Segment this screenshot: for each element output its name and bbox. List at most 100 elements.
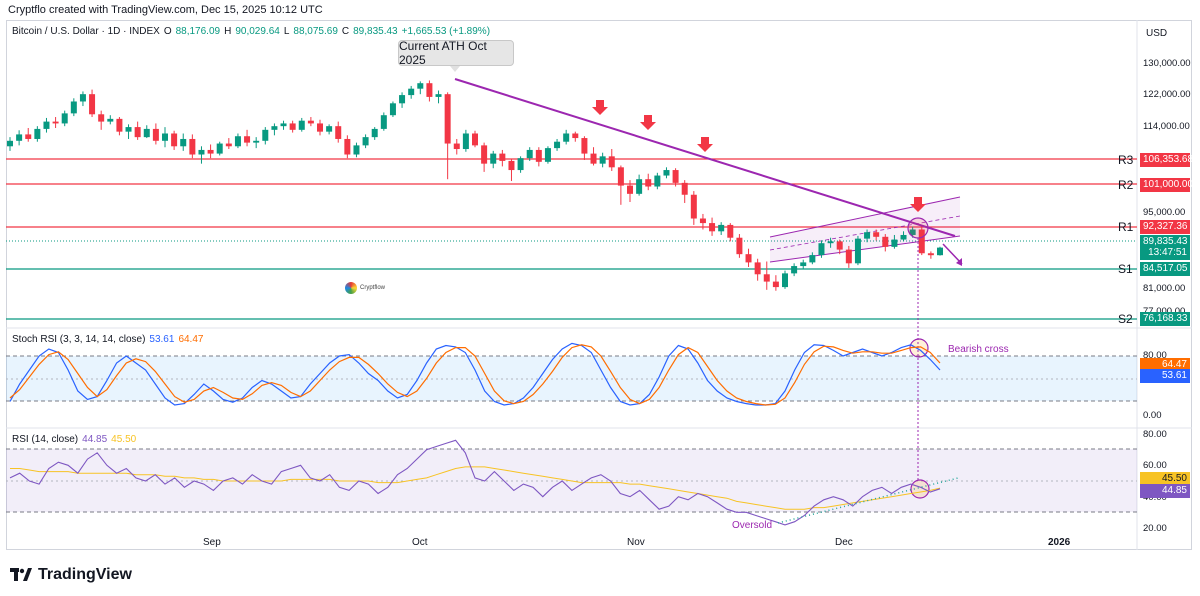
y-tick: 77,000.00 — [1143, 306, 1185, 317]
candle-body — [326, 126, 333, 132]
open-value: 88,176.09 — [175, 26, 221, 37]
last-price-tag: 89,835.43 — [1140, 235, 1190, 249]
candle-body — [244, 136, 251, 143]
symbol-name[interactable]: Bitcoin / U.S. Dollar · 1D · INDEX — [12, 26, 160, 37]
rsi-value: 44.85 — [82, 434, 108, 445]
candle-body — [207, 149, 214, 154]
open-label: O — [163, 26, 172, 37]
y-tick: 81,000.00 — [1143, 283, 1186, 294]
candle-body — [408, 88, 415, 96]
y-tick: 130,000.00 — [1143, 58, 1191, 69]
candle-body — [61, 113, 68, 124]
candle-body — [380, 115, 387, 129]
high-value: 90,029.64 — [235, 26, 280, 37]
candle-body — [800, 262, 807, 267]
candle-body — [280, 123, 287, 127]
candle-body — [335, 126, 342, 139]
candle-body — [426, 83, 433, 97]
currency-label[interactable]: USD — [1146, 28, 1168, 39]
level-label-r3: R3 — [1118, 153, 1134, 167]
candle-body — [225, 143, 232, 147]
candle-body — [709, 223, 716, 232]
red-down-arrow-icon — [910, 197, 926, 212]
candle-body — [636, 179, 643, 194]
candle-body — [663, 170, 670, 176]
bearish-cross-label: Bearish cross — [948, 344, 1009, 355]
rsi-tag: 44.85 — [1140, 484, 1190, 498]
candle-body — [526, 149, 533, 159]
candle-body — [198, 149, 205, 155]
candle-body — [882, 236, 889, 247]
watermark-text: Cryptflow — [360, 285, 386, 291]
candle-body — [590, 153, 597, 164]
candle-body — [472, 133, 478, 146]
level-tag-s1: 84,517.05 — [1140, 262, 1190, 276]
level-tag-s2: 76,168.33 — [1140, 312, 1190, 326]
candle-body — [490, 153, 497, 164]
candle-body — [253, 140, 260, 143]
rsi-label[interactable]: RSI (14, close) — [12, 434, 79, 445]
candle-body — [563, 133, 570, 142]
candle-body — [854, 238, 861, 264]
candle-body — [818, 243, 825, 256]
level-tag-r3: 106,353.68 — [1140, 153, 1193, 167]
y-tick: 95,000.00 — [1143, 207, 1186, 218]
change-value: +1,665.53 (+1.89%) — [401, 26, 491, 37]
candle-body — [918, 229, 925, 254]
candle-body — [873, 232, 880, 237]
candle-body — [143, 128, 150, 138]
candle-body — [34, 128, 41, 139]
candle-body — [937, 247, 943, 256]
rsi-legend: RSI (14, close) 44.85 45.50 — [12, 434, 140, 445]
level-label-r2: R2 — [1118, 178, 1134, 192]
stoch-d-value: 64.47 — [178, 334, 204, 345]
high-label: H — [224, 26, 232, 37]
candle-body — [25, 134, 32, 139]
downtrend-line — [454, 78, 956, 237]
candle-body — [307, 120, 314, 124]
candle-body — [782, 273, 788, 288]
stoch-label[interactable]: Stoch RSI (3, 3, 14, 14, close) — [12, 334, 146, 345]
candle-body — [7, 140, 13, 147]
y-tick: 122,000.00 — [1143, 89, 1191, 100]
candle-body — [462, 133, 469, 150]
candle-body — [672, 170, 679, 183]
candle-body — [16, 134, 23, 141]
candle-body — [763, 274, 770, 282]
chart-frame — [6, 20, 1192, 550]
breakdown-circle — [907, 217, 929, 239]
candle-body — [89, 94, 96, 115]
symbol-legend: Bitcoin / U.S. Dollar · 1D · INDEX O 88,17… — [12, 26, 494, 37]
candle-body — [481, 145, 488, 164]
rsi-line — [9, 439, 941, 526]
candle-body — [627, 185, 633, 194]
candle-body — [544, 148, 551, 162]
x-tick-sep: Sep — [203, 537, 221, 548]
candle-body — [772, 281, 779, 288]
stoch-k-tag: 53.61 — [1140, 369, 1190, 383]
level-tag-r1: 92,327.36 — [1140, 220, 1190, 234]
candle-body — [736, 237, 743, 255]
rsi-trendline — [777, 477, 959, 524]
close-label: C — [341, 26, 350, 37]
low-value: 88,075.69 — [293, 26, 338, 37]
candle-body — [317, 123, 323, 132]
candle-body — [399, 95, 406, 104]
channel-fill — [770, 197, 960, 262]
candle-body — [727, 224, 734, 238]
rsi-y-tick: 60.00 — [1143, 460, 1167, 471]
tradingview-footer[interactable]: TradingView — [10, 566, 132, 584]
candle-body — [371, 128, 378, 138]
chart-credit: Cryptflo created with TradingView.com, D… — [8, 4, 323, 16]
candle-body — [809, 255, 816, 263]
candle-body — [389, 103, 396, 116]
candle-body — [362, 137, 369, 146]
candle-body — [745, 254, 752, 263]
stoch-k-value: 53.61 — [149, 334, 175, 345]
candle-body — [116, 118, 123, 132]
rsi-y-tick: 80.00 — [1143, 429, 1167, 440]
candle-body — [581, 138, 588, 154]
candle-body — [189, 138, 196, 155]
candle-body — [344, 138, 351, 155]
